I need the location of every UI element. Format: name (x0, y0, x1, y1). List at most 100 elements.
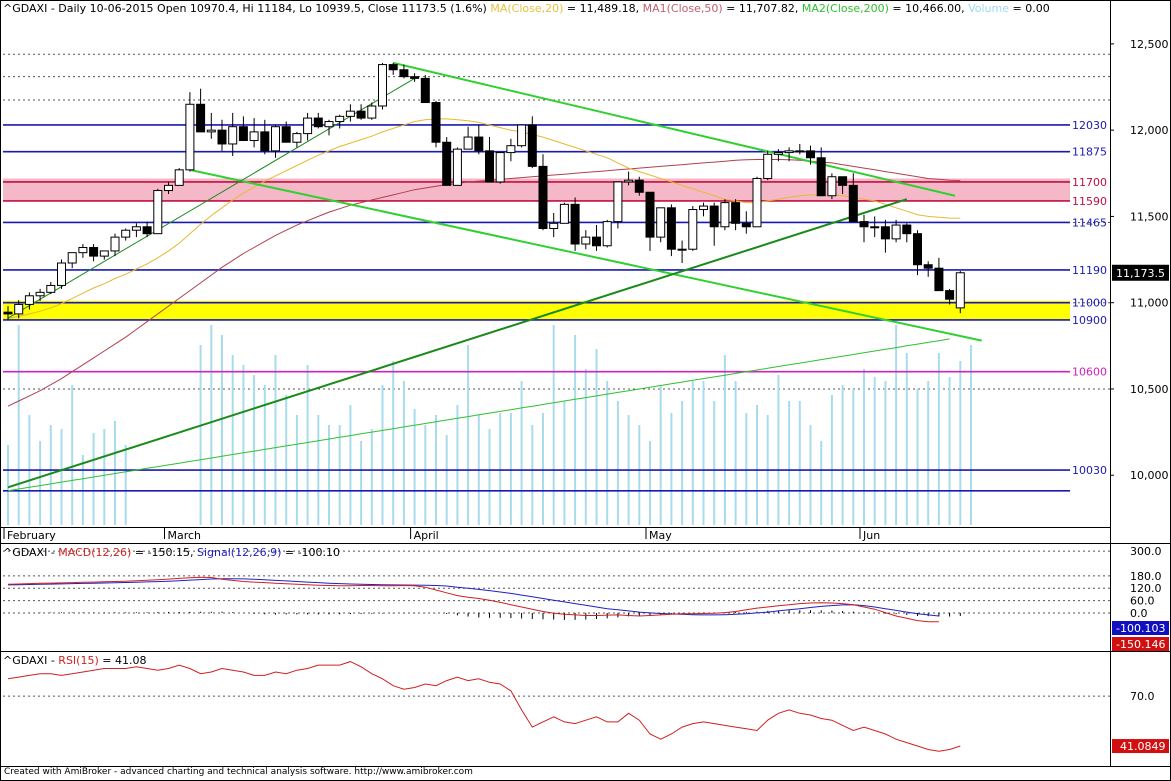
candle-up[interactable] (506, 145, 516, 154)
candle-down[interactable] (485, 150, 494, 183)
candle-down[interactable] (645, 191, 655, 238)
candle-down[interactable] (923, 264, 933, 269)
candle-up[interactable] (153, 190, 163, 235)
candle-down[interactable] (281, 126, 291, 143)
rsi-pane[interactable] (3, 661, 1110, 752)
candle-up[interactable] (752, 177, 762, 228)
candle-down[interactable] (880, 226, 890, 240)
candle-up[interactable] (784, 150, 794, 154)
candle-up[interactable] (249, 131, 259, 142)
candle-down[interactable] (731, 202, 741, 224)
candle-up[interactable] (452, 148, 462, 186)
candle-down[interactable] (806, 150, 815, 159)
macd-tick-label: 0.0 (1130, 607, 1148, 620)
candle-up[interactable] (378, 64, 387, 107)
candle-up[interactable] (827, 176, 837, 197)
candle-up[interactable] (14, 303, 24, 315)
candle-down[interactable] (666, 207, 676, 250)
candle-down[interactable] (741, 222, 751, 228)
candle-up[interactable] (773, 152, 783, 155)
candle-down[interactable] (848, 184, 858, 223)
macd-pane[interactable] (3, 550, 1110, 623)
candle-down[interactable] (3, 311, 13, 315)
candle-up[interactable] (164, 184, 173, 192)
candle-up[interactable] (99, 250, 109, 257)
candle-down[interactable] (388, 64, 398, 71)
candle-down[interactable] (142, 226, 152, 235)
candle-up[interactable] (891, 224, 901, 240)
candle-up[interactable] (955, 272, 965, 309)
candle-down[interactable] (859, 221, 869, 228)
candle-down[interactable] (420, 77, 430, 104)
price-tick-label: 12,500 (1130, 38, 1169, 51)
candle-up[interactable] (677, 248, 687, 251)
candle-up[interactable] (335, 115, 345, 123)
candle-down[interactable] (474, 136, 484, 152)
candle-up[interactable] (303, 117, 313, 135)
candle-up[interactable] (763, 153, 773, 179)
candle-down[interactable] (527, 124, 537, 167)
candle-up[interactable] (324, 121, 334, 128)
candle-up[interactable] (292, 133, 302, 143)
candle-up[interactable] (67, 252, 77, 264)
candle-up[interactable] (24, 295, 34, 305)
candle-down[interactable] (902, 224, 912, 235)
level-label-10900: 10900 (1072, 314, 1107, 327)
candle-up[interactable] (549, 222, 559, 230)
candle-down[interactable] (934, 267, 944, 292)
candle-up[interactable] (345, 110, 355, 117)
candle-down[interactable] (313, 117, 323, 128)
candle-down[interactable] (410, 76, 420, 79)
candle-down[interactable] (709, 205, 719, 228)
candle-down[interactable] (196, 103, 206, 133)
candle-down[interactable] (634, 179, 644, 193)
candle-up[interactable] (121, 229, 131, 238)
candle-up[interactable] (720, 202, 730, 228)
candle-down[interactable] (217, 129, 227, 145)
candle-up[interactable] (602, 221, 612, 247)
candle-up[interactable] (517, 124, 527, 147)
candle-up[interactable] (271, 126, 280, 152)
candle-down[interactable] (89, 246, 99, 257)
candle-down[interactable] (816, 157, 826, 197)
signal-value-label: -100.103 (1116, 622, 1165, 635)
volume-bar (713, 401, 716, 525)
candle-down[interactable] (838, 176, 848, 186)
candle-down[interactable] (260, 131, 270, 152)
candle-down[interactable] (431, 102, 441, 143)
candle-down[interactable] (592, 236, 601, 247)
candle-up[interactable] (699, 205, 708, 211)
candle-up[interactable] (559, 203, 569, 224)
candle-up[interactable] (110, 236, 120, 252)
ma20-label: MA(Close,20) (490, 2, 564, 15)
candle-down[interactable] (570, 203, 580, 245)
trendline-long-uptrend (7, 198, 908, 489)
candle-down[interactable] (945, 290, 955, 300)
price-pane[interactable]: 12030 11875 11700 11590 11465 11190 11000 10900… (0, 53, 1110, 542)
candle-up[interactable] (624, 179, 634, 183)
candle-up[interactable] (35, 291, 45, 297)
candle-up[interactable] (185, 103, 195, 171)
candle-up[interactable] (613, 181, 623, 223)
candle-down[interactable] (913, 233, 922, 266)
candle-down[interactable] (538, 165, 548, 230)
candle-down[interactable] (442, 141, 452, 186)
candle-up[interactable] (367, 105, 377, 119)
candle-up[interactable] (174, 169, 184, 186)
candle-up[interactable] (688, 209, 698, 250)
candle-up[interactable] (228, 126, 238, 145)
candle-up[interactable] (57, 262, 66, 286)
candle-up[interactable] (870, 226, 880, 229)
candle-up[interactable] (46, 284, 56, 293)
candle-up[interactable] (463, 136, 473, 150)
candle-up[interactable] (131, 226, 141, 231)
candle-up[interactable] (495, 152, 505, 183)
candle-up[interactable] (656, 207, 666, 238)
candle-up[interactable] (206, 129, 216, 133)
candle-up[interactable] (581, 236, 591, 245)
candle-down[interactable] (399, 69, 409, 78)
candle-up[interactable] (78, 246, 88, 254)
candle-down[interactable] (238, 126, 248, 142)
candle-down[interactable] (356, 110, 366, 119)
candle-up[interactable] (795, 150, 805, 153)
